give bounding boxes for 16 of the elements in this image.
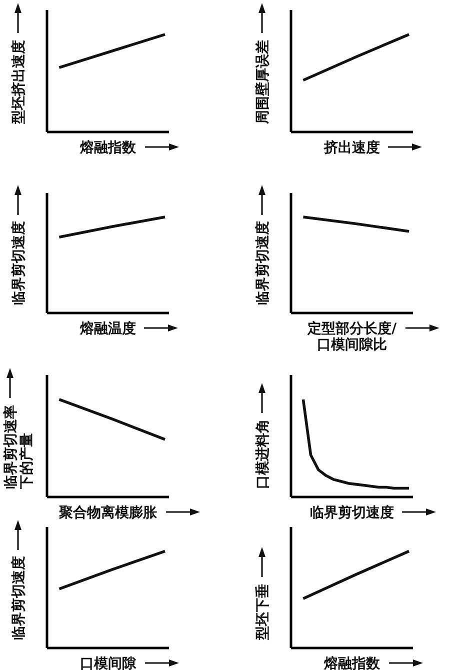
y-axis-title: 临界剪切速率下的产量: [2, 405, 36, 490]
x-axis-title: 临界剪切速度: [310, 504, 394, 521]
x-axis-title: 定型部分长度/口模间隙比: [306, 320, 398, 354]
x-axis-title: 熔融指数: [323, 655, 381, 670]
x-axis-title: 口模间隙: [80, 656, 137, 670]
x-axis-title: 挤出速度: [323, 139, 380, 156]
y-axis-title: 型坯下垂: [255, 584, 271, 641]
y-axis-title: 临界剪切速度: [10, 556, 27, 640]
y-axis-title: 临界剪切速度: [254, 221, 271, 305]
x-axis-title: 熔融指数: [79, 139, 137, 156]
x-axis-title: 聚合物离模膨胀: [58, 504, 158, 521]
y-axis-title: 周围壁厚误差: [254, 40, 271, 125]
y-axis-title: 临界剪切速度: [10, 221, 27, 305]
y-axis-title: 型坯挤出速度: [10, 40, 27, 125]
y-axis-title: 口模进料角: [255, 419, 271, 489]
x-axis-title: 熔融温度: [79, 320, 136, 337]
